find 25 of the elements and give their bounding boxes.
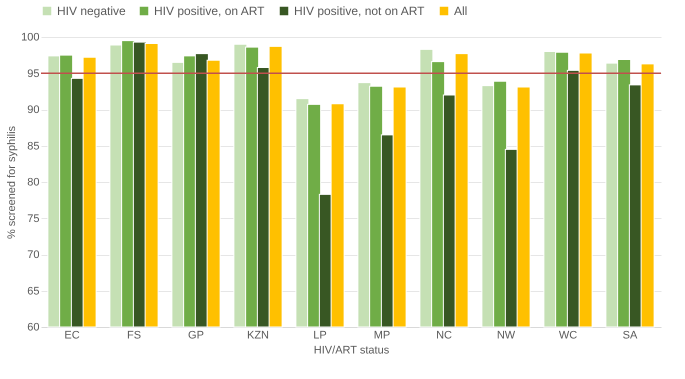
y-tick-label: 80 — [27, 176, 40, 188]
y-tick-label: 95 — [27, 68, 40, 80]
x-tick-label: SA — [622, 330, 638, 342]
x-tick-label: GP — [188, 330, 204, 342]
y-tick-label: 70 — [27, 249, 40, 261]
y-tick-label: 65 — [27, 285, 40, 298]
x-tick-label: NW — [496, 330, 516, 342]
y-tick-label: 75 — [27, 212, 40, 225]
legend-label: All — [454, 4, 468, 18]
x-tick-label: LP — [313, 330, 327, 342]
x-tick-label: KZN — [247, 330, 270, 342]
x-tick-label: FS — [126, 330, 142, 342]
legend-label: HIV positive, not on ART — [294, 4, 426, 18]
legend-label: HIV negative — [57, 4, 126, 18]
x-tick-label: MP — [374, 330, 390, 342]
x-tick-label: WC — [558, 330, 578, 342]
x-axis-title: HIV/ART status — [314, 344, 390, 356]
y-tick-label: 60 — [27, 322, 40, 334]
x-tick-label: EC — [64, 330, 80, 342]
x-tick-label: NC — [436, 330, 452, 342]
legend-label: HIV positive, on ART — [154, 4, 266, 18]
y-tick-label: 90 — [27, 104, 40, 116]
y-tick-label: 100 — [21, 32, 40, 44]
y-tick-label: 85 — [27, 140, 40, 152]
y-axis-title: % screened for syphilis — [6, 125, 18, 240]
